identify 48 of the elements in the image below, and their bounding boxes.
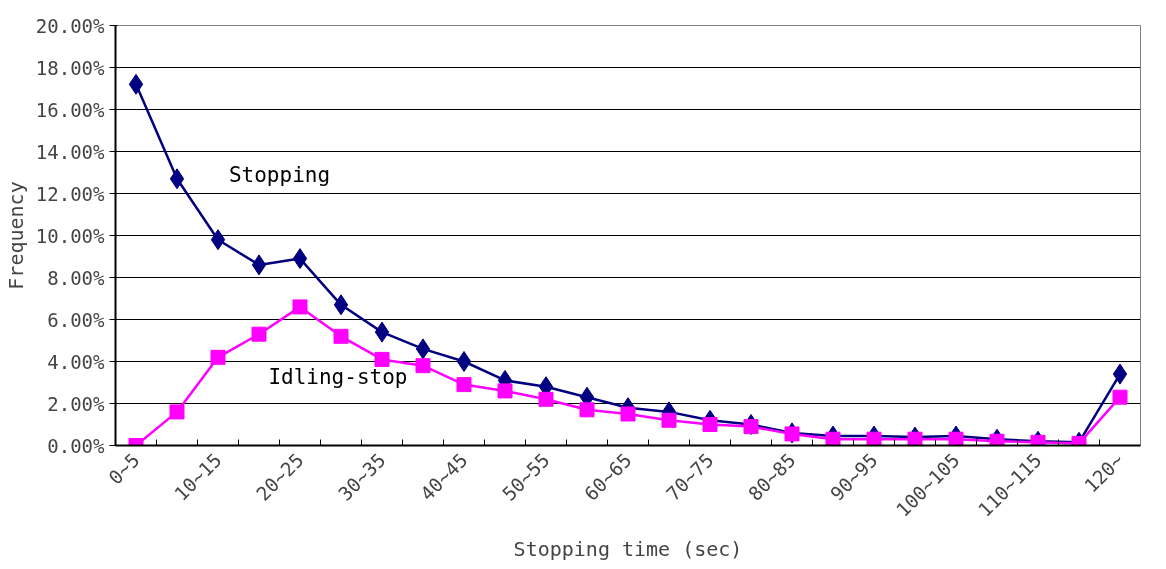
- point: [210, 349, 226, 365]
- y-tick-label: 10.00%: [35, 224, 106, 247]
- point: [620, 406, 636, 422]
- series-label: Stopping: [228, 162, 331, 187]
- point: [169, 168, 185, 190]
- point: [415, 358, 431, 374]
- point: [292, 248, 308, 270]
- point: [292, 299, 308, 315]
- y-tick-label: 14.00%: [35, 140, 106, 163]
- point: [1112, 389, 1128, 405]
- x-tick-label: 0~5: [103, 448, 144, 489]
- y-tick-label: 2.00%: [47, 392, 106, 415]
- point: [497, 383, 513, 399]
- y-tick-label: 20.00%: [35, 14, 106, 37]
- y-tick-label: 12.00%: [35, 182, 106, 205]
- point: [374, 321, 390, 343]
- point: [128, 73, 144, 95]
- point: [456, 377, 472, 393]
- point: [1112, 363, 1128, 385]
- point: [169, 404, 185, 420]
- point: [866, 431, 882, 446]
- point: [784, 426, 800, 442]
- point: [251, 326, 267, 342]
- point: [907, 431, 923, 446]
- point: [743, 419, 759, 435]
- point: [210, 229, 226, 251]
- y-tick-label: 18.00%: [35, 56, 106, 79]
- y-tick-label: 6.00%: [47, 308, 106, 331]
- point: [538, 391, 554, 407]
- y-tick-label: 8.00%: [47, 266, 106, 289]
- point: [333, 328, 349, 344]
- y-tick-label: 0.00%: [47, 434, 106, 457]
- point: [579, 402, 595, 418]
- series-label: Idling-stop: [268, 365, 408, 390]
- point: [456, 351, 472, 372]
- y-tick-label: 16.00%: [35, 98, 106, 121]
- point: [374, 351, 390, 367]
- point: [333, 294, 349, 316]
- point: [825, 431, 841, 446]
- x-axis-title: Stopping time (sec): [513, 536, 743, 561]
- point: [948, 431, 964, 446]
- point: [989, 433, 1005, 446]
- point: [702, 417, 718, 432]
- point: [661, 412, 677, 428]
- point: [415, 338, 431, 360]
- point: [251, 254, 267, 276]
- y-axis-title: Frequency: [3, 181, 28, 290]
- y-tick-label: 4.00%: [47, 350, 106, 373]
